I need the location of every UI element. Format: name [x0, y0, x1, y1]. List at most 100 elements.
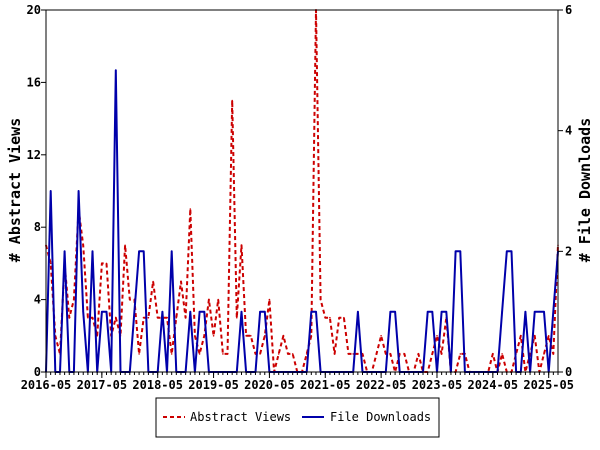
data-point-file-downloads [203, 310, 206, 313]
data-point-abstract-views [282, 335, 285, 337]
y-right-tick-label: 4 [565, 124, 572, 138]
data-point-abstract-views [501, 353, 503, 355]
data-point-abstract-views [543, 353, 545, 355]
data-point-abstract-views [189, 208, 192, 210]
data-point-abstract-views [329, 316, 331, 319]
data-point-abstract-views [520, 335, 522, 337]
data-point-file-downloads [394, 310, 396, 313]
data-point-abstract-views [380, 335, 382, 337]
data-point-file-downloads [357, 310, 359, 313]
data-point-abstract-views [222, 353, 224, 355]
legend-box [155, 397, 440, 438]
data-point-file-downloads [264, 310, 266, 313]
data-point-file-downloads [63, 250, 66, 253]
data-point-abstract-views [231, 99, 233, 102]
data-point-file-downloads [115, 69, 117, 72]
data-point-file-downloads [138, 250, 140, 253]
data-point-file-downloads [533, 310, 536, 313]
y-left-tick-label: 8 [34, 220, 41, 234]
data-point-abstract-views [152, 280, 154, 283]
data-point-abstract-views [194, 335, 196, 337]
data-point-file-downloads [510, 250, 513, 253]
data-point-abstract-views [175, 316, 178, 319]
legend-label-abstract-views: Abstract Views [190, 410, 291, 424]
data-point-abstract-views [101, 262, 103, 265]
data-point-abstract-views [389, 353, 392, 355]
data-point-file-downloads [389, 310, 392, 313]
data-point-abstract-views [310, 335, 313, 337]
data-point-abstract-views [277, 353, 280, 355]
legend: Abstract Views File Downloads [155, 397, 440, 438]
data-point-abstract-views [198, 353, 201, 355]
data-point-abstract-views [533, 335, 536, 337]
data-point-file-downloads [240, 310, 243, 313]
data-point-abstract-views [324, 316, 327, 319]
data-point-abstract-views [82, 244, 84, 247]
data-point-file-downloads [77, 190, 80, 192]
data-point-abstract-views [170, 353, 173, 355]
x-tick-label: 2020-05 [244, 378, 295, 392]
data-point-file-downloads [142, 250, 145, 253]
data-point-file-downloads [91, 250, 94, 253]
data-point-file-downloads [454, 250, 457, 253]
data-point-abstract-views [459, 353, 462, 355]
data-point-file-downloads [198, 310, 201, 313]
data-point-file-downloads [426, 310, 429, 313]
data-point-abstract-views [236, 316, 238, 319]
data-point-file-downloads [133, 310, 136, 313]
data-point-abstract-views [73, 298, 75, 301]
x-tick-label: 2023-05 [412, 378, 463, 392]
data-point-abstract-views [492, 353, 494, 355]
data-point-file-downloads [105, 310, 108, 313]
data-point-file-downloads [259, 310, 261, 313]
data-point-abstract-views [403, 353, 406, 355]
data-point-file-downloads [49, 190, 52, 192]
x-tick-label: 2018-05 [132, 378, 183, 392]
data-point-file-downloads [431, 310, 434, 313]
data-point-abstract-views [245, 335, 247, 337]
data-point-abstract-views [124, 244, 126, 247]
data-point-file-downloads [524, 310, 527, 313]
y-left-tick-label: 16 [27, 75, 41, 89]
data-point-abstract-views [343, 316, 345, 319]
y-left-tick-label: 4 [34, 293, 41, 307]
data-point-abstract-views [291, 353, 294, 355]
y-left-tick-label: 0 [34, 365, 41, 379]
data-point-abstract-views [264, 335, 266, 337]
data-point-file-downloads [310, 310, 313, 313]
data-point-file-downloads [459, 250, 462, 253]
data-point-abstract-views [115, 316, 117, 319]
plot-frame [45, 9, 559, 373]
data-point-abstract-views [375, 353, 378, 355]
x-tick-label: 2021-05 [300, 378, 351, 392]
data-point-file-downloads [538, 310, 541, 313]
data-point-abstract-views [203, 335, 206, 337]
data-point-abstract-views [87, 316, 89, 319]
data-point-abstract-views [226, 353, 229, 355]
data-point-abstract-views [268, 298, 271, 301]
data-point-file-downloads [161, 310, 164, 313]
axes-layer: 2016-05 2017-05 2018-05 2019-05 2020-05 2021-… [21, 3, 574, 392]
data-point-file-downloads [552, 310, 555, 313]
data-point-abstract-views [347, 353, 350, 355]
y-axis-right-title: # File Downloads [576, 118, 594, 263]
data-point-abstract-views [166, 316, 168, 319]
data-point-abstract-views [259, 353, 261, 355]
data-point-abstract-views [217, 298, 219, 301]
x-tick-label: 2022-05 [356, 378, 407, 392]
data-point-file-downloads [82, 310, 84, 313]
x-tick-label: 2017-05 [77, 378, 128, 392]
data-point-file-downloads [170, 250, 173, 253]
data-point-abstract-views [147, 316, 150, 319]
data-point-abstract-views [250, 335, 252, 337]
data-point-abstract-views [547, 335, 550, 337]
y-right-tick-label: 2 [565, 244, 572, 258]
data-point-abstract-views [180, 280, 182, 283]
x-tick-label: 2016-05 [21, 378, 72, 392]
data-point-abstract-views [357, 353, 359, 355]
legend-label-file-downloads: File Downloads [330, 410, 431, 424]
data-point-abstract-views [436, 335, 438, 337]
data-point-abstract-views [156, 316, 159, 319]
